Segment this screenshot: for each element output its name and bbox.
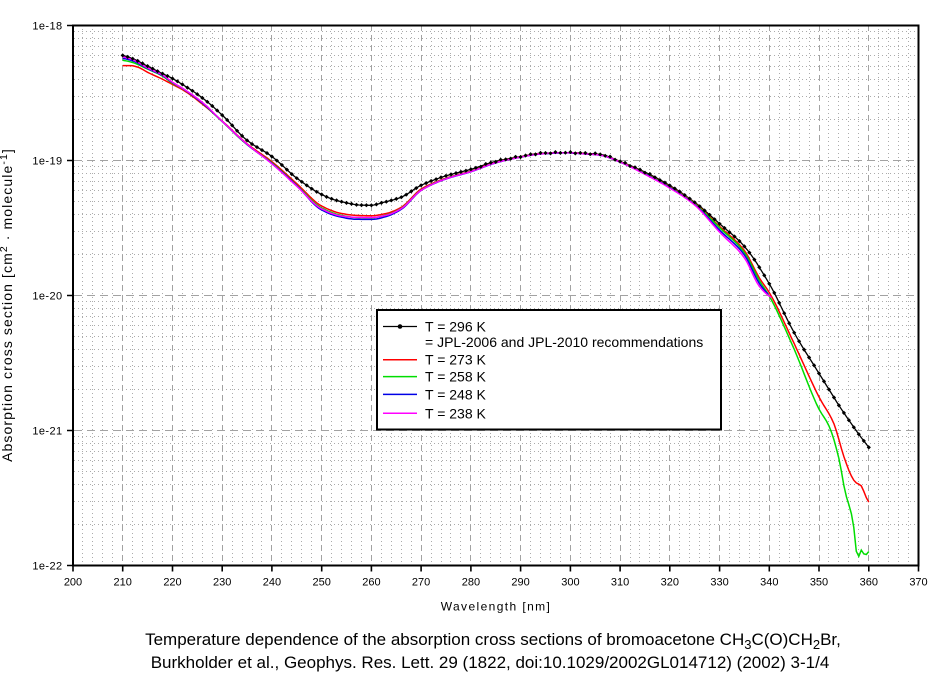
svg-text:1e-19: 1e-19 bbox=[32, 156, 62, 168]
svg-text:340: 340 bbox=[760, 577, 778, 589]
svg-text:370: 370 bbox=[909, 577, 927, 589]
svg-text:240: 240 bbox=[263, 577, 281, 589]
svg-text:Burkholder et al., Geophys. Re: Burkholder et al., Geophys. Res. Lett. 2… bbox=[151, 653, 830, 672]
svg-text:210: 210 bbox=[114, 577, 132, 589]
svg-text:Temperature dependence of the: Temperature dependence of the absorption… bbox=[145, 630, 841, 652]
svg-text:T = 248 K: T = 248 K bbox=[425, 386, 487, 402]
svg-text:T = 296 K: T = 296 K bbox=[425, 318, 487, 334]
svg-text:1e-22: 1e-22 bbox=[32, 561, 62, 573]
svg-text:350: 350 bbox=[810, 577, 828, 589]
svg-text:= JPL-2006 and JPL-2010 recomm: = JPL-2006 and JPL-2010 recommendations bbox=[425, 334, 703, 350]
svg-text:290: 290 bbox=[511, 577, 529, 589]
svg-text:1e-21: 1e-21 bbox=[32, 426, 62, 438]
svg-text:Absorption cross section [cm2: Absorption cross section [cm2 · molecule… bbox=[0, 148, 15, 462]
svg-text:320: 320 bbox=[661, 577, 679, 589]
svg-text:330: 330 bbox=[710, 577, 728, 589]
svg-text:250: 250 bbox=[313, 577, 331, 589]
svg-text:280: 280 bbox=[462, 577, 480, 589]
svg-text:270: 270 bbox=[412, 577, 430, 589]
svg-text:Wavelength [nm]: Wavelength [nm] bbox=[441, 600, 552, 614]
svg-text:T = 258 K: T = 258 K bbox=[425, 369, 487, 385]
svg-text:T = 238 K: T = 238 K bbox=[425, 405, 487, 421]
svg-text:1e-18: 1e-18 bbox=[32, 21, 62, 33]
svg-text:220: 220 bbox=[163, 577, 181, 589]
svg-text:200: 200 bbox=[64, 577, 82, 589]
svg-text:T = 273 K: T = 273 K bbox=[425, 352, 487, 368]
svg-text:230: 230 bbox=[213, 577, 231, 589]
svg-text:360: 360 bbox=[860, 577, 878, 589]
svg-text:300: 300 bbox=[561, 577, 579, 589]
svg-text:310: 310 bbox=[611, 577, 629, 589]
svg-text:1e-20: 1e-20 bbox=[32, 291, 62, 303]
svg-text:260: 260 bbox=[362, 577, 380, 589]
